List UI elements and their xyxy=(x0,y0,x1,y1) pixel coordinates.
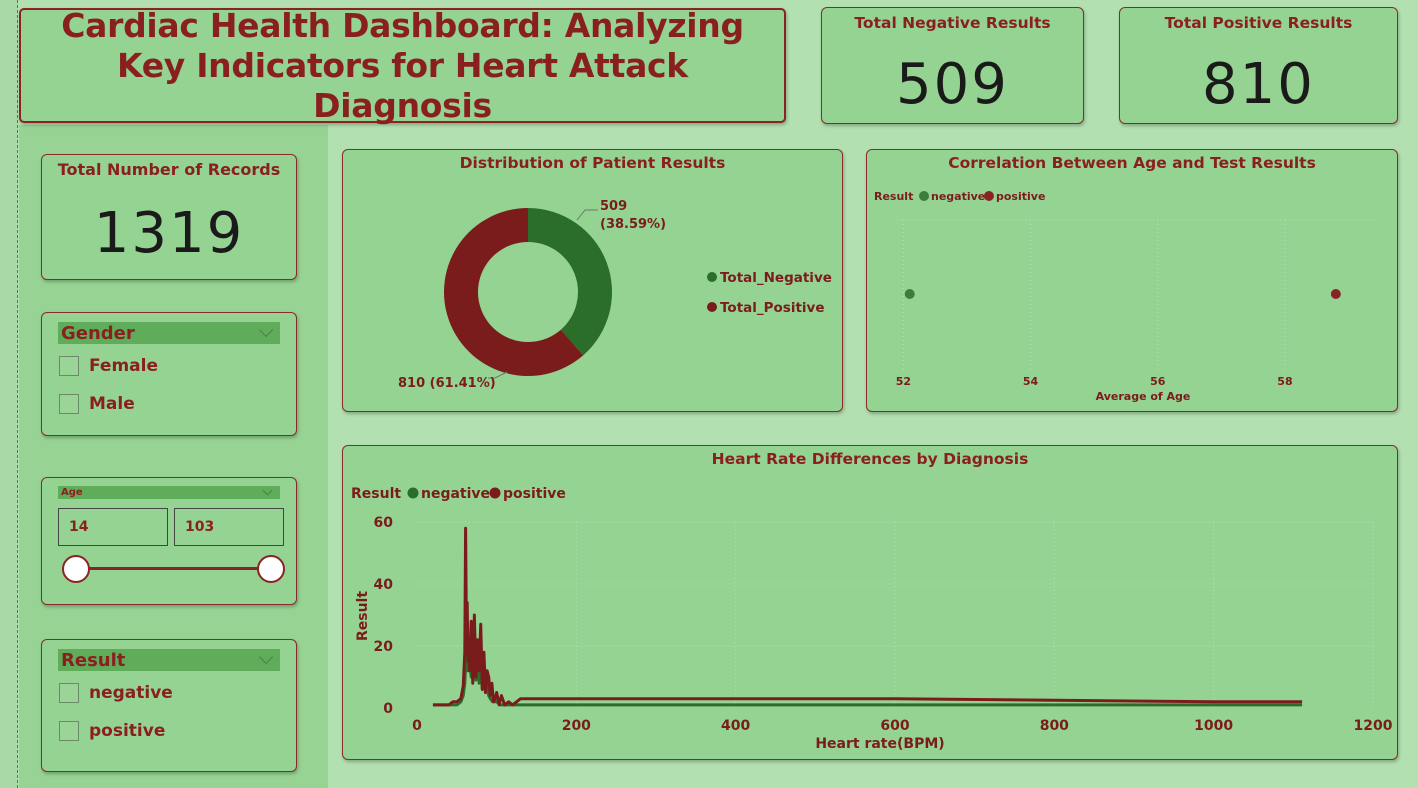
gender-slicer-header[interactable]: Gender xyxy=(58,322,280,344)
legend-item-positive[interactable]: positive xyxy=(489,486,566,502)
y-tick-label: 20 xyxy=(374,639,394,655)
chevron-down-icon[interactable] xyxy=(258,322,274,338)
legend-label: Total_Negative xyxy=(720,270,832,286)
legend-marker xyxy=(489,487,501,499)
age-slicer-header[interactable]: Age xyxy=(58,485,280,499)
scatter-point-negative[interactable] xyxy=(904,289,915,299)
kpi-positive-card: Total Positive Results 810 xyxy=(1119,7,1398,124)
legend-marker xyxy=(919,191,929,201)
result-option-label: positive xyxy=(89,721,166,741)
gender-option-female[interactable]: Female xyxy=(59,356,158,376)
y-axis-label: Result xyxy=(355,591,371,641)
x-axis-label: Heart rate(BPM) xyxy=(815,736,944,752)
y-tick-label: 40 xyxy=(374,577,394,593)
y-tick-label: 60 xyxy=(374,515,394,531)
result-option-positive[interactable]: positive xyxy=(59,721,165,741)
donut-data-label: (38.59%) xyxy=(600,217,666,232)
age-slider-track[interactable] xyxy=(76,567,272,570)
kpi-negative-card: Total Negative Results 509 xyxy=(821,7,1084,124)
scatter-chart-title: Correlation Between Age and Test Results xyxy=(948,154,1316,172)
legend-item-positive[interactable]: positive xyxy=(984,190,1045,203)
legend-item-positive[interactable]: Total_Positive xyxy=(707,300,825,316)
y-tick-label: 0 xyxy=(383,701,393,717)
gender-option-male[interactable]: Male xyxy=(59,394,135,414)
result-slicer-title: Result xyxy=(61,649,126,671)
age-slicer: Age 14 103 xyxy=(41,477,297,605)
line-chart-card: Heart Rate Differences by Diagnosis Resu… xyxy=(342,445,1398,760)
checkbox[interactable] xyxy=(59,683,79,703)
checkbox[interactable] xyxy=(59,721,79,741)
x-tick-label: 400 xyxy=(721,718,750,734)
legend-marker xyxy=(707,272,717,282)
kpi-records-value: 1319 xyxy=(93,201,245,266)
x-tick-label: 200 xyxy=(562,718,591,734)
scatter-chart: Result negative positive 52 54 56 58 Averag… xyxy=(874,190,1374,403)
x-tick-label: 58 xyxy=(1277,375,1292,388)
kpi-records-card: Total Number of Records 1319 xyxy=(41,154,297,280)
kpi-positive-label: Total Positive Results xyxy=(1164,14,1353,32)
legend-title: Result xyxy=(874,190,913,203)
x-tick-label: 52 xyxy=(896,375,911,388)
line-series-positive[interactable] xyxy=(432,526,1303,707)
age-max-input[interactable]: 103 xyxy=(174,508,284,546)
donut-chart-title: Distribution of Patient Results xyxy=(459,154,726,172)
x-axis-label: Average of Age xyxy=(1096,390,1191,403)
gender-slicer-title: Gender xyxy=(61,322,135,344)
age-slider-min-handle[interactable] xyxy=(62,555,90,583)
legend-label: negative xyxy=(421,486,490,502)
donut-leader-line xyxy=(488,371,508,379)
chevron-down-icon[interactable] xyxy=(258,649,274,665)
donut-data-label: 509 xyxy=(600,199,627,214)
legend-title: Result xyxy=(351,486,401,502)
line-series-negative[interactable] xyxy=(432,644,1303,707)
canvas-edge xyxy=(0,0,18,788)
legend-label: Total_Positive xyxy=(720,300,825,316)
x-tick-label: 1200 xyxy=(1354,718,1393,734)
dashboard-title: Cardiac Health Dashboard: Analyzing Key … xyxy=(61,5,744,125)
x-tick-label: 56 xyxy=(1150,375,1166,388)
donut-chart: 509 (38.59%) 810 (61.41%) Total_Negative… xyxy=(398,199,832,391)
result-option-label: negative xyxy=(89,683,173,703)
legend-marker xyxy=(707,302,717,312)
legend-label: positive xyxy=(996,190,1045,203)
legend-item-negative[interactable]: negative xyxy=(919,190,985,203)
legend-item-negative[interactable]: negative xyxy=(407,486,491,502)
checkbox[interactable] xyxy=(59,394,79,414)
donut-chart-card: Distribution of Patient Results 509 (38.… xyxy=(342,149,843,412)
x-tick-label: 0 xyxy=(412,718,422,734)
donut-slice-total-positive[interactable] xyxy=(444,208,584,376)
scatter-chart-card: Correlation Between Age and Test Results… xyxy=(866,149,1398,412)
legend-marker xyxy=(984,191,994,201)
donut-data-label: 810 (61.41%) xyxy=(398,376,496,391)
x-tick-label: 600 xyxy=(880,718,909,734)
dashboard-title-card: Cardiac Health Dashboard: Analyzing Key … xyxy=(19,5,786,125)
age-min-input[interactable]: 14 xyxy=(58,508,168,546)
line-chart-title: Heart Rate Differences by Diagnosis xyxy=(711,450,1029,468)
chevron-down-icon[interactable] xyxy=(262,485,273,496)
kpi-records-label: Total Number of Records xyxy=(57,160,281,179)
kpi-negative-value: 509 xyxy=(896,52,1009,117)
legend-label: negative xyxy=(931,190,985,203)
result-slicer-header[interactable]: Result xyxy=(58,649,280,671)
x-tick-label: 54 xyxy=(1023,375,1039,388)
gender-option-label: Female xyxy=(89,356,158,376)
donut-slice-total-negative[interactable] xyxy=(528,208,612,356)
scatter-point-positive[interactable] xyxy=(1330,289,1341,299)
age-slicer-title: Age xyxy=(61,487,83,498)
legend-item-negative[interactable]: Total_Negative xyxy=(707,270,832,286)
x-tick-label: 800 xyxy=(1040,718,1069,734)
checkbox[interactable] xyxy=(59,356,79,376)
kpi-negative-label: Total Negative Results xyxy=(854,14,1051,32)
result-slicer: Result negative positive xyxy=(41,639,297,772)
age-slider-max-handle[interactable] xyxy=(257,555,285,583)
result-option-negative[interactable]: negative xyxy=(59,683,173,703)
donut-leader-line xyxy=(576,209,598,221)
legend-label: positive xyxy=(503,486,566,502)
legend-marker xyxy=(407,487,419,499)
x-tick-label: 1000 xyxy=(1194,718,1233,734)
gender-slicer: Gender Female Male xyxy=(41,312,297,436)
gender-option-label: Male xyxy=(89,394,135,414)
kpi-positive-value: 810 xyxy=(1202,52,1315,117)
